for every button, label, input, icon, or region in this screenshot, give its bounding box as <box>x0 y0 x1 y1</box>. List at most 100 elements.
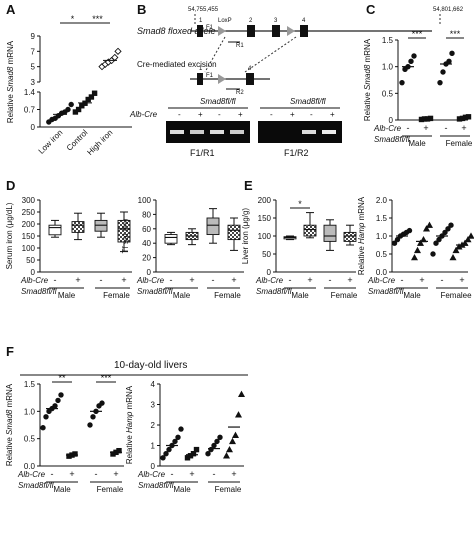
data-point <box>413 246 422 254</box>
alb-cre-label: Alb-Cre <box>137 470 166 479</box>
genotype-sign: + <box>423 123 428 133</box>
data-point <box>406 227 413 234</box>
box <box>206 217 220 236</box>
y-tick-label: 150 <box>22 232 36 241</box>
y-axis-label-part: Relative <box>125 433 134 464</box>
data-point <box>211 442 217 449</box>
genotype-sign: + <box>419 275 424 285</box>
y-tick-label: 1.0 <box>382 63 394 72</box>
gel-sign-7: - <box>310 110 313 119</box>
y-axis-label: Serum iron (μg/dL) <box>5 202 14 269</box>
y-tick-label: 0 <box>151 462 156 471</box>
gel-sign-8: + <box>330 110 335 119</box>
y-tick-label: 7 <box>31 47 36 56</box>
sex-label-male: Male <box>58 291 76 300</box>
genotype-sign: + <box>347 275 352 285</box>
primer-r2: R2 <box>236 90 244 96</box>
y-tick-label: 150 <box>258 214 272 223</box>
y-tick-label: 0.5 <box>376 250 388 259</box>
data-point <box>419 235 428 243</box>
sex-label-female: Femalee <box>440 291 472 300</box>
genotype-sign: + <box>459 275 464 285</box>
panel-letter-d: D <box>6 178 15 193</box>
y-axis-label: Relative Hamp mRNA <box>357 196 366 275</box>
data-point <box>436 236 442 243</box>
sex-label-male: Male <box>403 291 421 300</box>
gel-sign-1: - <box>178 110 181 119</box>
data-point <box>410 253 419 261</box>
data-point <box>228 437 237 445</box>
y-tick-label: 0.5 <box>382 89 394 98</box>
data-point <box>75 106 82 113</box>
genotype-sign: + <box>75 275 80 285</box>
gel-image-f1r1 <box>166 121 250 143</box>
sex-label-male: Male <box>173 485 191 494</box>
data-point <box>163 451 169 457</box>
gel-band <box>210 130 224 134</box>
panel-letter-b: B <box>137 2 146 17</box>
y-axis-label-italic: Hamp <box>357 222 366 244</box>
sex-label-male: Male <box>173 291 191 300</box>
sex-label-male: Male <box>53 485 71 494</box>
genotype-sign: - <box>100 275 103 285</box>
data-point <box>440 69 446 75</box>
smad8-label: Smad8fl/fl <box>374 135 410 144</box>
y-tick-label: 250 <box>22 208 36 217</box>
data-point <box>178 426 184 432</box>
genotype-sign: + <box>121 275 126 285</box>
genotype-sign: - <box>441 275 444 285</box>
box <box>303 224 317 237</box>
y-axis-label: Relative Hamp mRNA <box>125 385 134 464</box>
exon-4 <box>300 25 308 37</box>
y-axis-label: Relative Smad8 mRNA <box>5 383 14 466</box>
y-tick-label: 1.5 <box>382 36 394 45</box>
gene-schematic: 54,755,455 54,801,662 Smad8 floxed allel… <box>137 7 464 96</box>
data-point <box>446 58 452 65</box>
coord-left: 54,755,455 <box>188 7 219 13</box>
primer-f1-excised: F1 <box>206 73 214 79</box>
gel-sign-4: + <box>238 110 243 119</box>
y-tick-label: 9 <box>31 32 36 41</box>
smad8-label: Smad8fl/fl <box>21 287 57 296</box>
y-tick-label: 0 <box>31 123 36 132</box>
data-point <box>465 114 472 120</box>
gel-alb-cre-label: Alb-Cre <box>129 110 158 119</box>
loxp-label: LoxP <box>218 18 232 24</box>
exon-3 <box>272 25 280 37</box>
data-point <box>442 229 448 236</box>
data-point <box>461 239 469 246</box>
sex-label-female: Female <box>214 291 241 300</box>
genotype-sign: + <box>189 469 194 479</box>
y-tick-label: 0 <box>31 268 36 277</box>
floxed-allele-label: Smad8 floxed allele <box>137 26 216 36</box>
x-tick-label: High iron <box>85 128 114 157</box>
data-point <box>399 79 405 86</box>
gel-panel: Smad8fl/fl Smad8fl/fl Alb-Cre - + - + - … <box>129 97 342 158</box>
data-point <box>430 251 436 257</box>
y-tick-label: 50 <box>262 250 271 259</box>
y-tick-label: 3 <box>31 78 36 87</box>
genotype-sign: + <box>69 469 74 479</box>
alb-cre-label: Alb-Cre <box>17 470 46 479</box>
loxp-site-2 <box>287 26 295 36</box>
primer-r1: R1 <box>236 43 244 49</box>
y-tick-label: 1.4 <box>24 88 36 97</box>
data-point <box>193 446 200 453</box>
y-axis-label: Liver iron (μg/g) <box>241 208 250 265</box>
significance-label: *** <box>101 373 112 383</box>
data-point <box>65 106 71 113</box>
box <box>343 231 357 242</box>
loxp-site-excised <box>218 74 226 84</box>
panel-letter-f: F <box>6 344 14 359</box>
genotype-sign: + <box>461 123 466 133</box>
y-tick-label: 0.0 <box>24 462 36 471</box>
data-point <box>190 450 197 457</box>
exon-label-2: 2 <box>249 18 253 24</box>
gel-band <box>322 130 336 134</box>
genotype-sign: + <box>113 469 118 479</box>
